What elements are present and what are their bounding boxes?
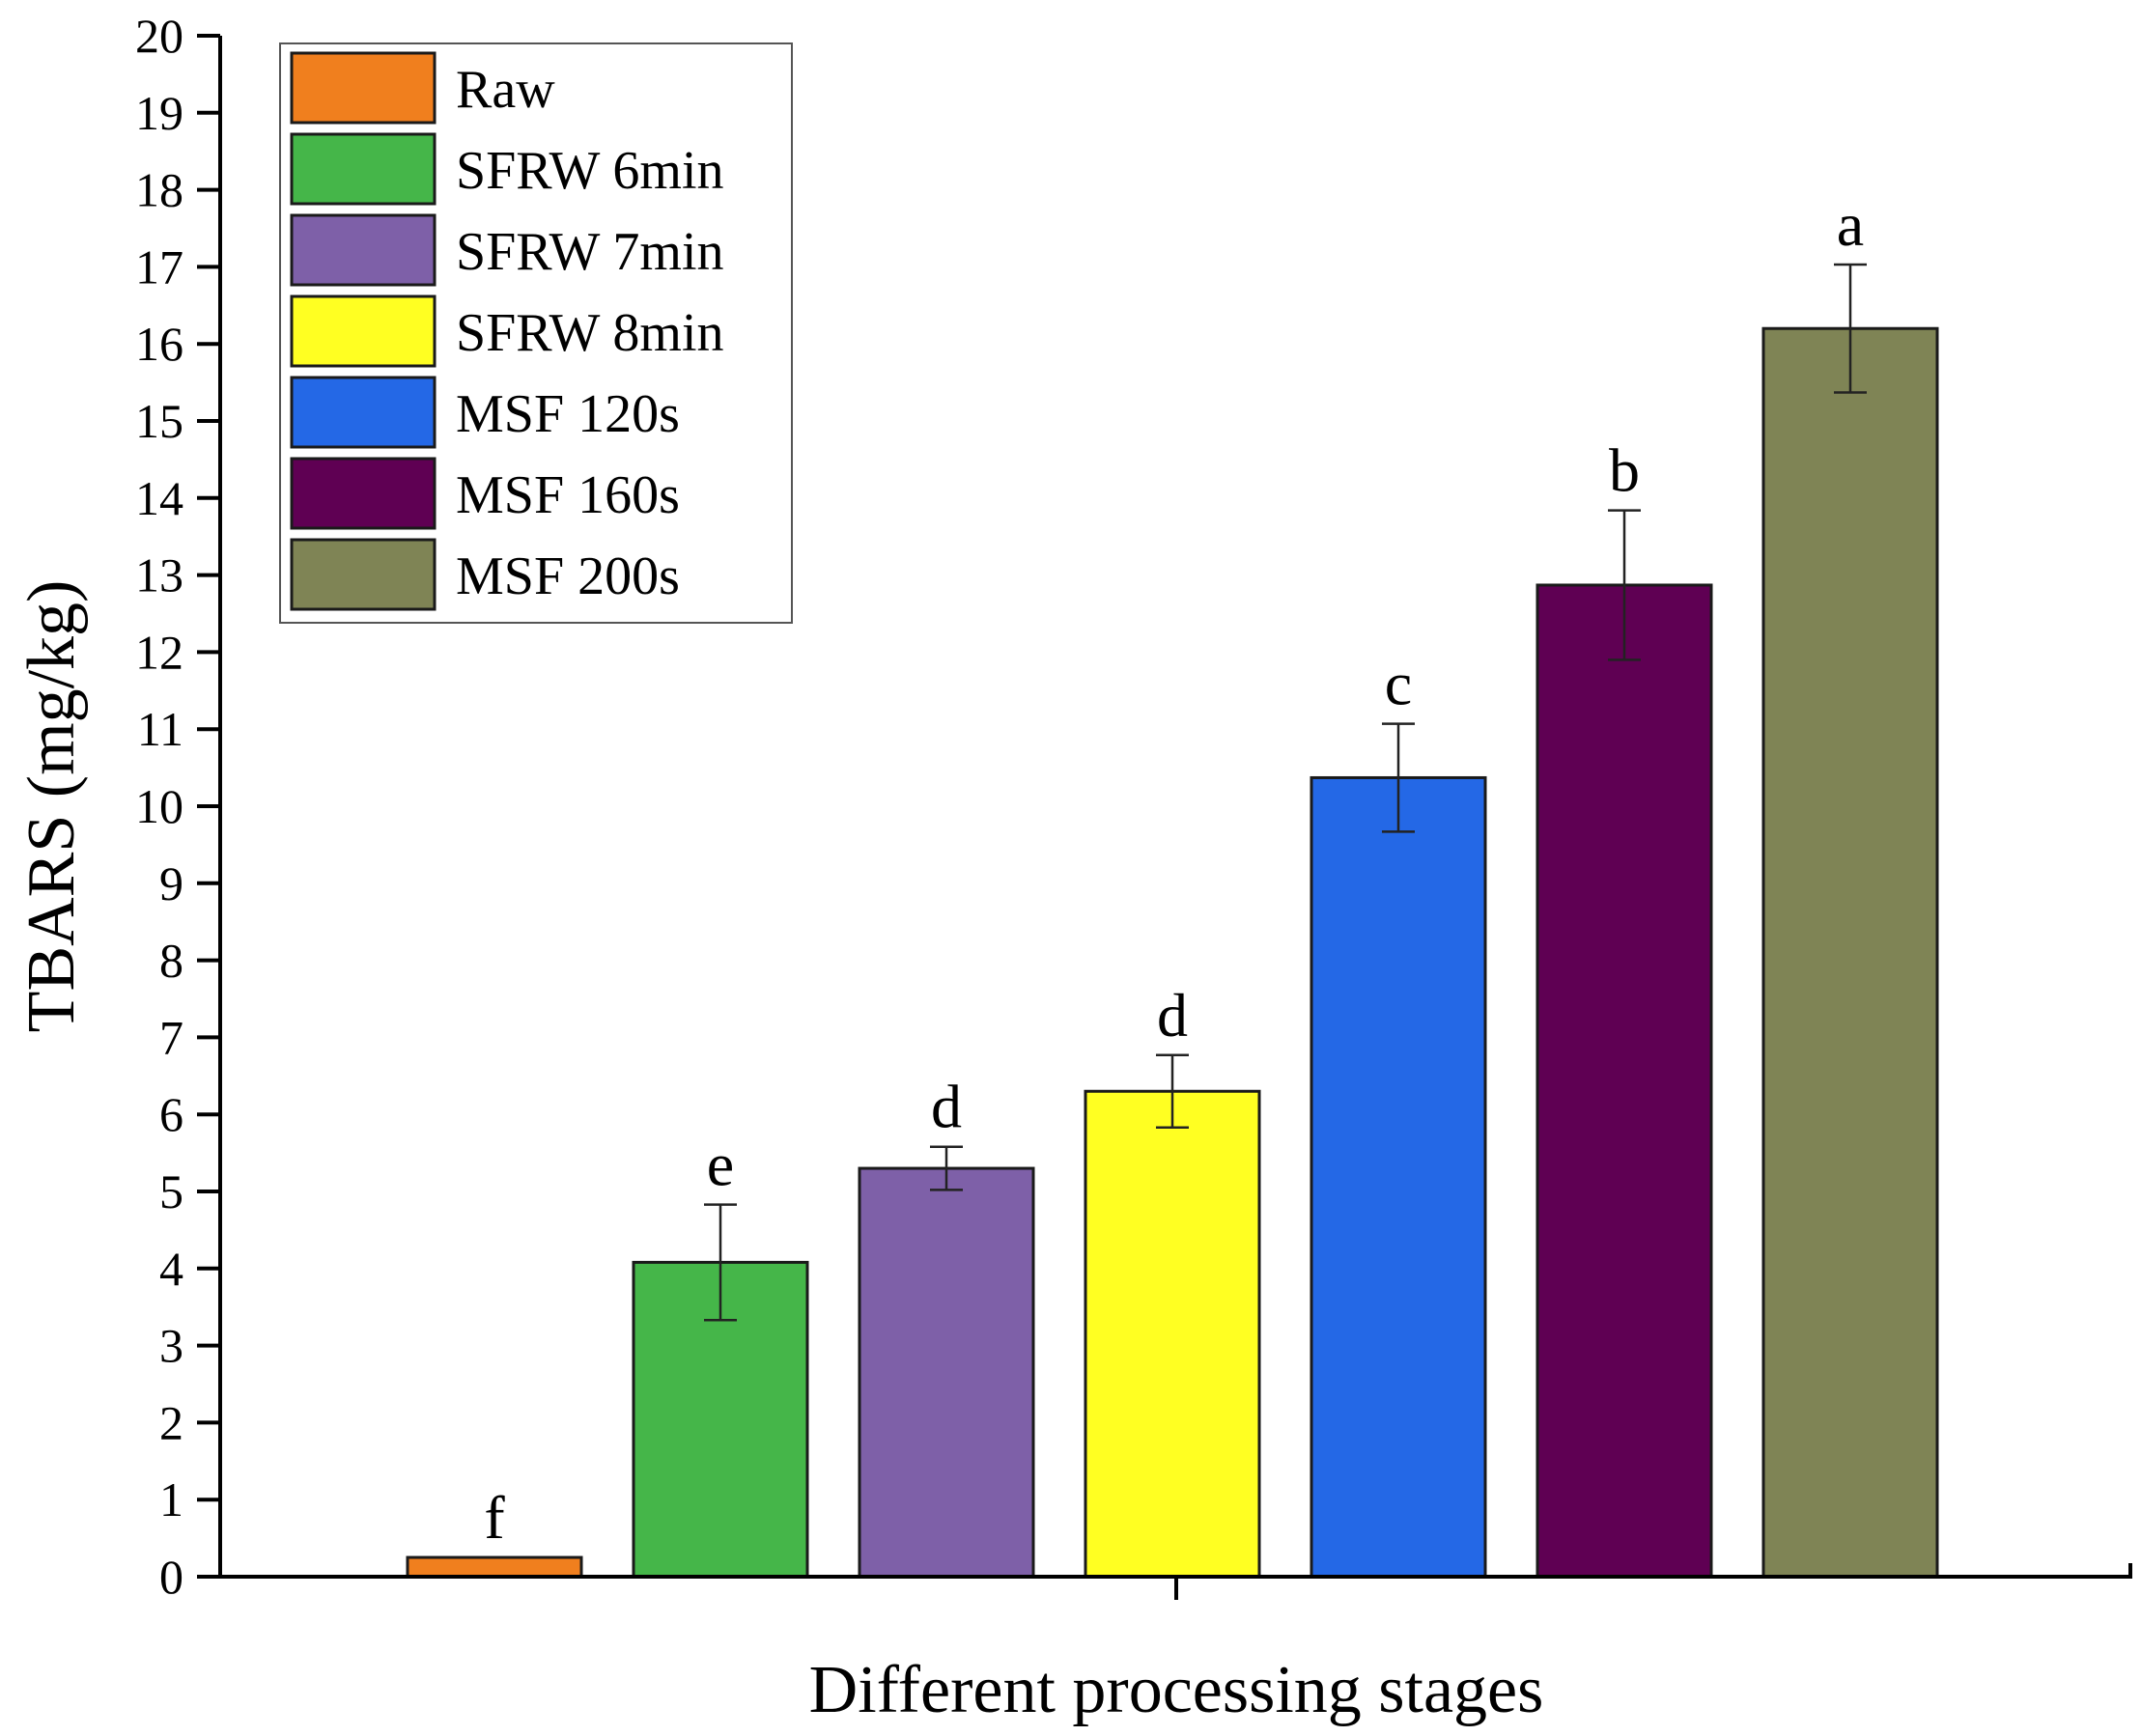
legend-swatch xyxy=(290,51,437,125)
legend-swatch xyxy=(290,213,437,287)
y-tick-label: 18 xyxy=(135,163,183,217)
y-tick-label: 16 xyxy=(135,317,183,371)
y-tick-label: 13 xyxy=(135,548,183,602)
legend-label: MSF 200s xyxy=(456,546,680,606)
bar xyxy=(406,1555,583,1579)
legend-swatch xyxy=(290,538,437,611)
legend-label: MSF 120s xyxy=(456,384,680,444)
legend-label: MSF 160s xyxy=(456,465,680,525)
y-tick-label: 9 xyxy=(159,856,183,910)
bar xyxy=(1535,583,1713,1579)
legend-label: Raw xyxy=(456,60,555,120)
significance-label: e xyxy=(707,1131,734,1199)
y-tick-label: 17 xyxy=(135,239,183,294)
significance-label: f xyxy=(484,1483,505,1552)
y-tick-label: 20 xyxy=(135,9,183,63)
x-axis-title: Different processing stages xyxy=(809,1653,1544,1727)
significance-label: a xyxy=(1837,190,1864,259)
legend-swatch xyxy=(290,376,437,449)
y-tick-label: 8 xyxy=(159,934,183,988)
legend-swatch xyxy=(290,294,437,368)
bars-group xyxy=(406,326,1939,1579)
legend-label: SFRW 6min xyxy=(456,141,724,201)
y-tick-label: 2 xyxy=(159,1395,183,1449)
bar xyxy=(1084,1089,1261,1579)
significance-label: d xyxy=(1157,981,1188,1050)
legend-swatch xyxy=(290,132,437,206)
y-tick-label: 1 xyxy=(159,1472,183,1526)
y-tick-label: 4 xyxy=(159,1242,183,1296)
legend-swatch xyxy=(290,457,437,530)
y-tick-label: 7 xyxy=(159,1010,183,1064)
bar xyxy=(858,1166,1035,1579)
y-axis-title: TBARS (mg/kg) xyxy=(14,580,89,1033)
y-tick-label: 10 xyxy=(135,779,183,833)
significance-label: b xyxy=(1609,436,1640,505)
y-tick-label: 19 xyxy=(135,86,183,140)
y-tick-label: 3 xyxy=(159,1319,183,1373)
bar xyxy=(1310,775,1487,1579)
y-tick-label: 12 xyxy=(135,625,183,679)
significance-label: c xyxy=(1385,650,1412,718)
y-tick-label: 6 xyxy=(159,1087,183,1141)
significance-labels-group: f e d d c b a xyxy=(484,190,1864,1552)
y-tick-label: 5 xyxy=(159,1164,183,1218)
y-tick-label: 0 xyxy=(159,1550,183,1604)
legend-label: SFRW 7min xyxy=(456,222,724,282)
legend-label: SFRW 8min xyxy=(456,303,724,363)
y-tick-label: 11 xyxy=(137,702,183,756)
error-bars-group xyxy=(704,263,1867,1322)
bar xyxy=(1761,326,1939,1579)
y-tick-label: 15 xyxy=(135,394,183,448)
y-tick-label: 14 xyxy=(135,471,183,525)
significance-label: d xyxy=(931,1073,962,1141)
legend: Raw SFRW 6min SFRW 7min SFRW 8min MSF 120s MS… xyxy=(279,42,793,624)
